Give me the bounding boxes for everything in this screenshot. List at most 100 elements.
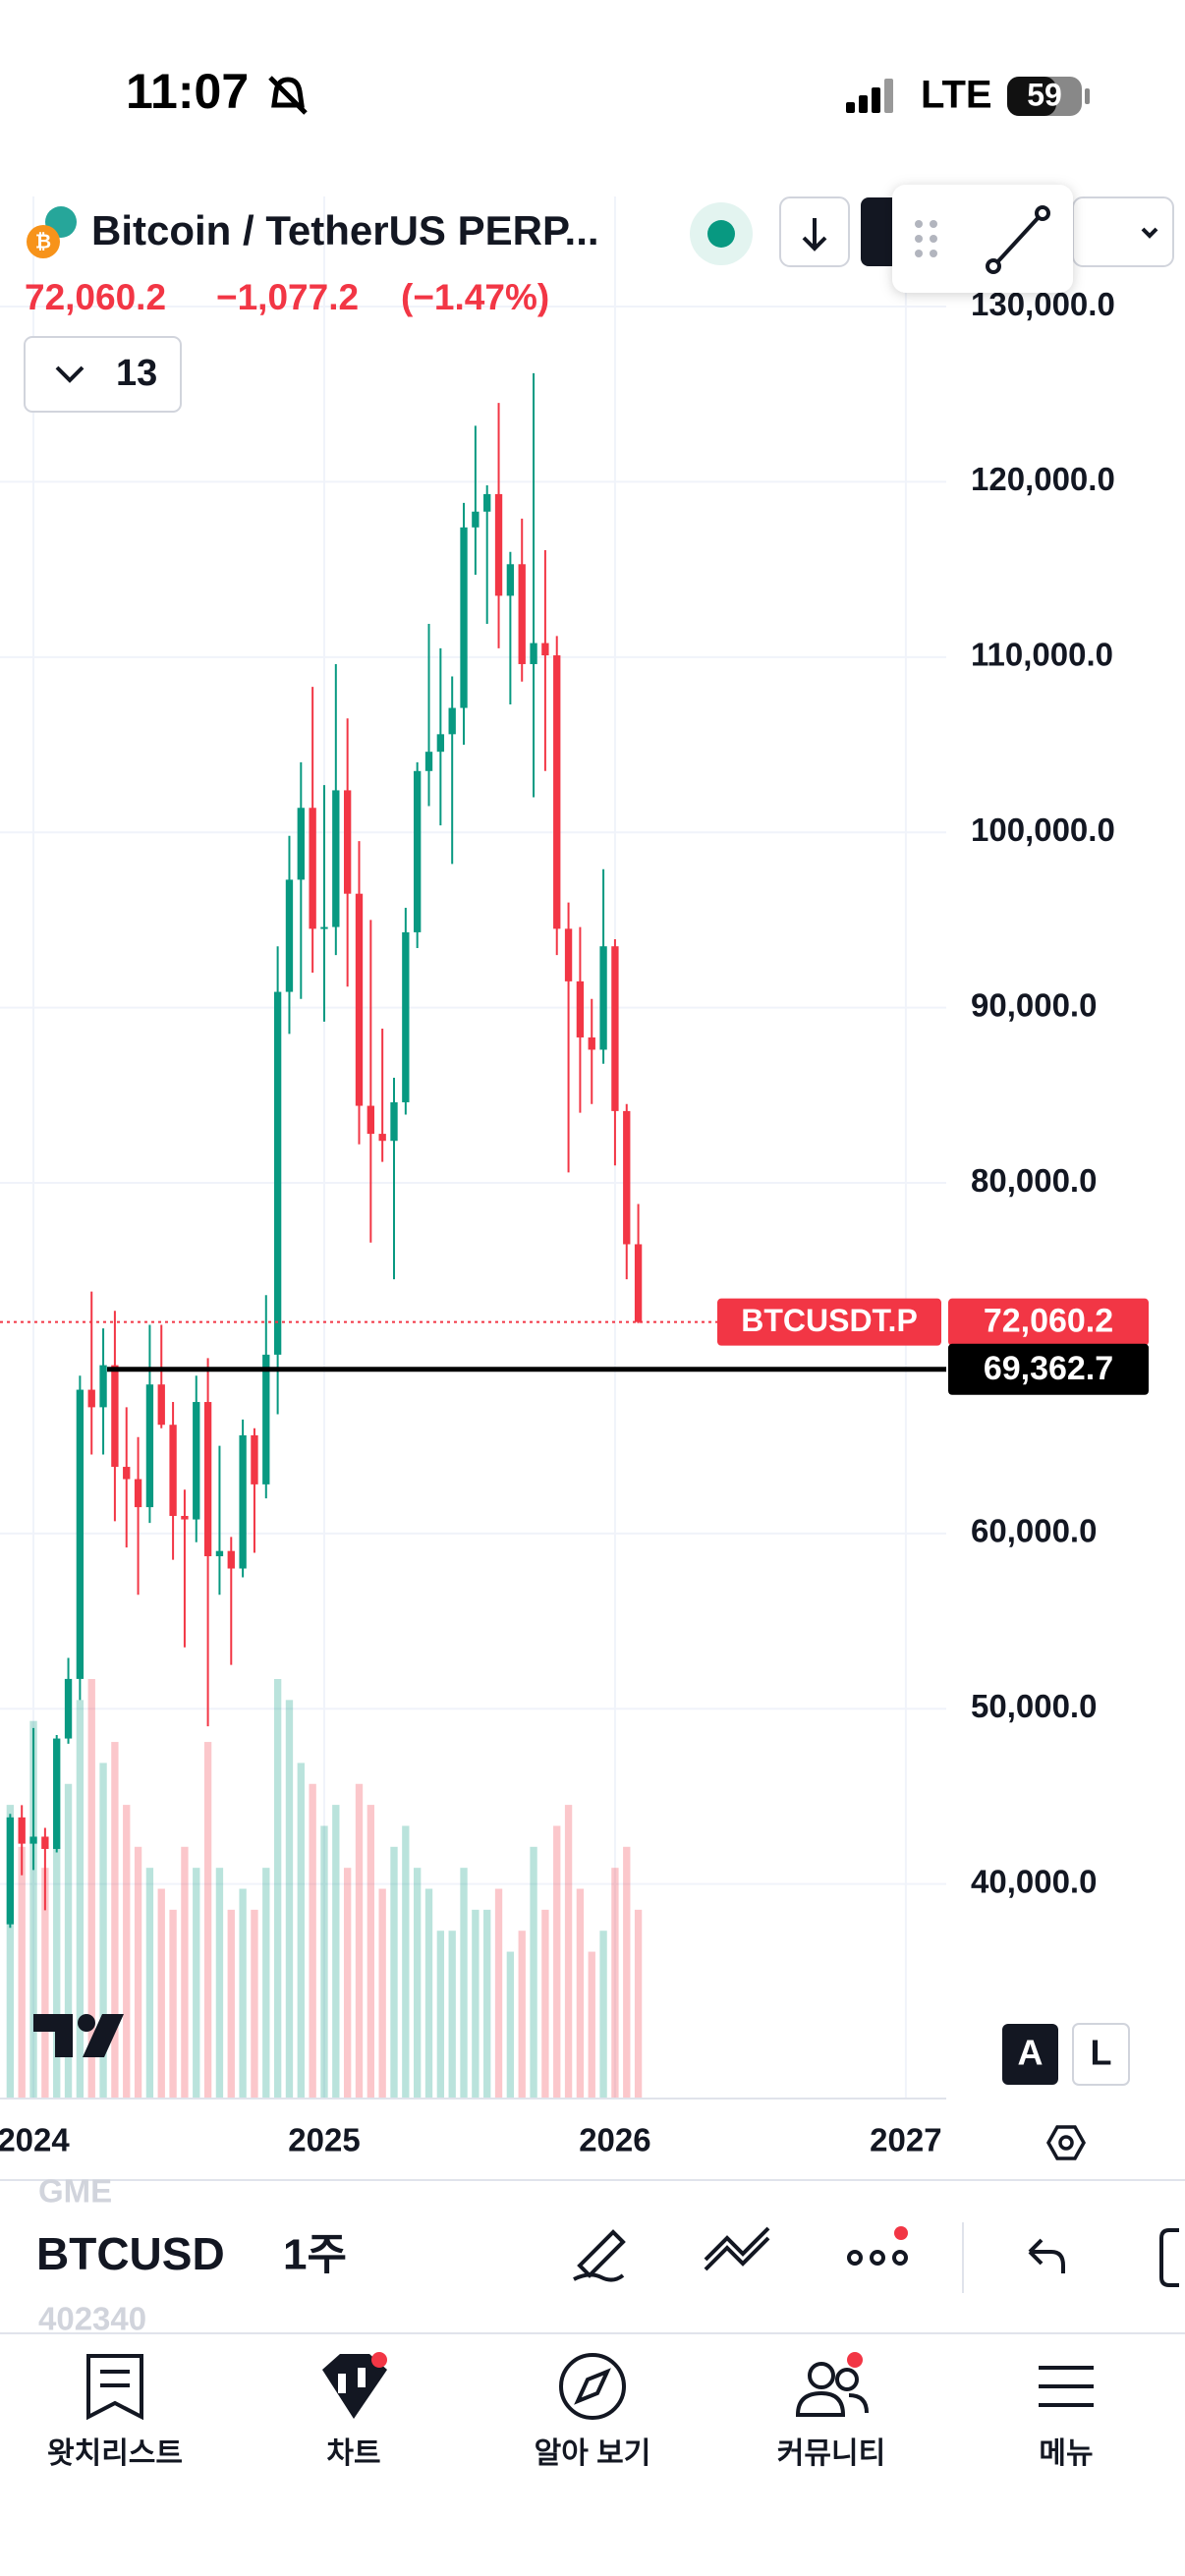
symbol-title[interactable]: Bitcoin / TetherUS PERP... [91, 207, 599, 253]
candle-body [297, 808, 305, 880]
volume-bar [18, 1846, 26, 2099]
candle-body [530, 643, 537, 664]
scale-button-label: L [1091, 2033, 1112, 2073]
candle-body [76, 1389, 85, 1679]
more-button[interactable] [847, 2250, 908, 2266]
candle-body [262, 1354, 270, 1484]
volume-bar [623, 1846, 631, 2099]
volume-bar [599, 1931, 607, 2099]
candle-body [99, 1365, 107, 1408]
volume-bar [64, 1783, 73, 2099]
header-change-pct: (−1.47%) [401, 277, 549, 317]
candle-body [309, 808, 316, 929]
drawing-tool-panel[interactable] [892, 185, 1073, 293]
candle-layer [6, 372, 643, 1929]
volume-bar [588, 1951, 595, 2099]
volume-bar [320, 1825, 328, 2099]
scale-button[interactable] [1002, 2024, 1058, 2085]
candle-body [332, 790, 340, 927]
next-symbol: 402340 [38, 2301, 146, 2337]
candle-body [460, 527, 468, 708]
fullscreen-button[interactable] [1159, 2228, 1179, 2287]
candle-body [576, 980, 585, 1037]
volume-bar [448, 1931, 456, 2099]
candle-body [611, 946, 619, 1111]
tradingview-logo [33, 2014, 124, 2057]
pattern-button[interactable] [704, 2226, 770, 2271]
candle-body [541, 643, 549, 656]
candle-body [588, 1036, 595, 1050]
explore-icon[interactable] [559, 2353, 626, 2420]
volume-bar [530, 1846, 537, 2099]
header-change: −1,077.2 [216, 277, 359, 317]
nav-label[interactable]: 커뮤니티 [777, 2437, 885, 2470]
candle-body [157, 1384, 165, 1426]
candle-body [402, 931, 410, 1102]
chart-icon[interactable] [322, 2352, 387, 2419]
candle-body [18, 1817, 26, 1844]
candle-body [53, 1738, 61, 1849]
volume-bar [472, 1909, 480, 2099]
settings-icon[interactable] [1045, 2125, 1087, 2160]
volume-bar [343, 1868, 352, 2099]
candle-body [390, 1101, 398, 1142]
battery-icon [1007, 77, 1090, 116]
candle-body [111, 1365, 119, 1468]
volume-bar [378, 1888, 386, 2099]
dropdown-button[interactable] [1072, 196, 1174, 267]
price-label-box [948, 1298, 1149, 1346]
toolbar-symbol[interactable]: BTCUSD [36, 2228, 225, 2279]
nav-label[interactable]: 차트 [326, 2437, 380, 2470]
candle-body [320, 926, 328, 929]
menu-icon[interactable] [1039, 2366, 1094, 2407]
y-tick-label: 110,000.0 [971, 637, 1113, 673]
toolbar-interval[interactable]: 1주 [283, 2231, 347, 2279]
coin-icon: ₿ [27, 206, 77, 258]
brush-button[interactable] [573, 2229, 626, 2282]
candle-body [239, 1434, 247, 1569]
candle-body [483, 493, 491, 512]
volume-bar [285, 1700, 294, 2099]
x-tick-label: 2024 [0, 2122, 70, 2158]
candle-body [169, 1425, 177, 1516]
trend-line-icon[interactable] [986, 205, 1050, 274]
horizontal-line-label: 69,362.7 [984, 1350, 1113, 1387]
x-tick-label: 2026 [579, 2122, 650, 2158]
watchlist-icon[interactable] [86, 2354, 143, 2421]
indicator-chevron [55, 365, 85, 383]
volume-bar [239, 1888, 247, 2099]
candle-body [553, 655, 561, 929]
candle-body [193, 1402, 200, 1520]
volume-bar [518, 1931, 526, 2099]
candle-body [367, 1105, 374, 1135]
nav-label[interactable]: 알아 보기 [535, 2437, 651, 2470]
volume-bar [6, 1805, 15, 2099]
volume-bar [273, 1679, 282, 2099]
volume-bar [251, 1909, 258, 2099]
volume-bar [436, 1931, 445, 2099]
volume-bar [611, 1868, 619, 2099]
volume-bar [134, 1846, 142, 2099]
price-name: BTCUSDT.P [741, 1303, 918, 1338]
volume-bar [297, 1763, 305, 2099]
volume-bar [203, 1742, 212, 2099]
indicator-toggle[interactable] [24, 336, 182, 413]
undo-button[interactable] [1028, 2238, 1065, 2273]
candle-body [251, 1434, 258, 1484]
volume-bar [367, 1805, 374, 2099]
volume-bar [111, 1742, 119, 2099]
nav-label[interactable]: 메뉴 [1039, 2437, 1093, 2470]
volume-bar [193, 1868, 200, 2099]
nav-label[interactable]: 왓치리스트 [47, 2437, 183, 2470]
community-icon[interactable] [795, 2362, 869, 2417]
volume-bar [123, 1805, 131, 2099]
volume-bar [181, 1846, 189, 2099]
candle-body [134, 1479, 142, 1508]
volume-bar [390, 1846, 398, 2099]
mute-icon [268, 76, 308, 115]
candle-body [355, 893, 364, 1106]
price-name-box [717, 1298, 941, 1346]
nav-labels: 왓치리스트 차트 알아 보기 커뮤니티 메뉴 [47, 2437, 1094, 2470]
scale-button[interactable] [1072, 2023, 1130, 2086]
